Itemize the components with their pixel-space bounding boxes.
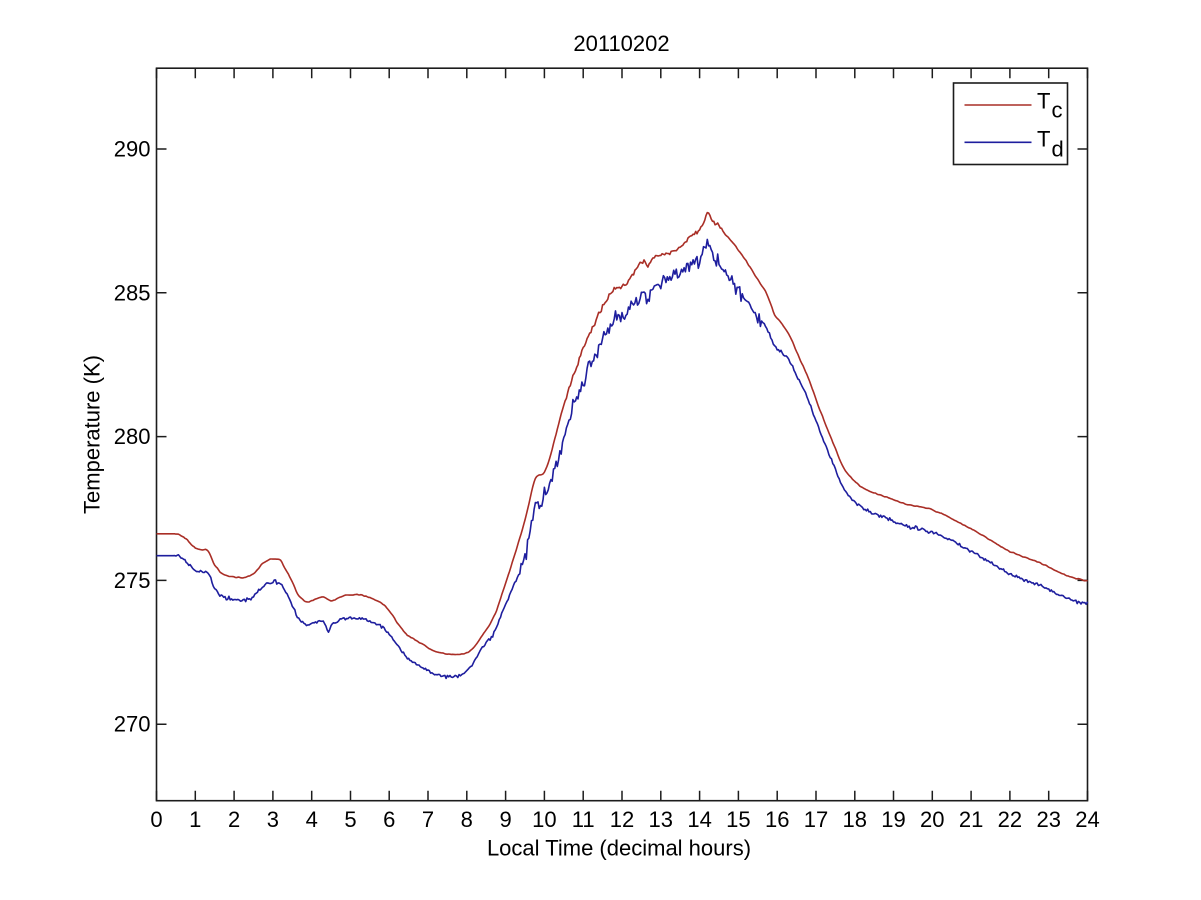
svg-text:17: 17: [804, 807, 828, 832]
svg-text:d: d: [1052, 137, 1064, 162]
svg-text:Local Time (decimal hours): Local Time (decimal hours): [487, 836, 751, 861]
svg-text:1: 1: [189, 807, 201, 832]
svg-text:T: T: [1037, 89, 1050, 114]
svg-text:24: 24: [1075, 807, 1099, 832]
svg-text:270: 270: [114, 712, 151, 737]
svg-text:5: 5: [344, 807, 356, 832]
svg-text:6: 6: [383, 807, 395, 832]
svg-text:18: 18: [843, 807, 867, 832]
svg-text:10: 10: [532, 807, 556, 832]
svg-text:3: 3: [267, 807, 279, 832]
svg-text:280: 280: [114, 424, 151, 449]
svg-text:20110202: 20110202: [573, 31, 669, 56]
svg-text:14: 14: [687, 807, 711, 832]
svg-text:c: c: [1052, 98, 1063, 123]
svg-text:290: 290: [114, 137, 151, 162]
svg-text:T: T: [1037, 127, 1050, 152]
svg-text:2: 2: [228, 807, 240, 832]
svg-text:12: 12: [610, 807, 634, 832]
svg-text:4: 4: [306, 807, 318, 832]
svg-text:21: 21: [959, 807, 983, 832]
svg-text:15: 15: [726, 807, 750, 832]
svg-text:13: 13: [649, 807, 673, 832]
svg-text:11: 11: [572, 807, 595, 832]
svg-text:285: 285: [114, 280, 151, 305]
svg-text:7: 7: [422, 807, 434, 832]
svg-text:19: 19: [881, 807, 905, 832]
svg-text:275: 275: [114, 568, 151, 593]
svg-text:8: 8: [461, 807, 473, 832]
svg-text:16: 16: [765, 807, 789, 832]
svg-text:20: 20: [920, 807, 944, 832]
svg-text:0: 0: [150, 807, 162, 832]
svg-text:9: 9: [499, 807, 511, 832]
svg-text:Temperature (K): Temperature (K): [80, 355, 105, 514]
svg-text:22: 22: [998, 807, 1022, 832]
svg-text:23: 23: [1036, 807, 1060, 832]
